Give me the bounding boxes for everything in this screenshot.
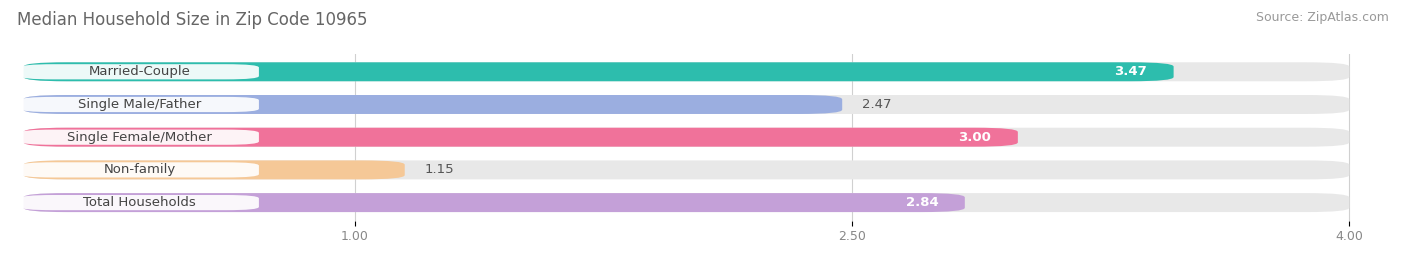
Text: Source: ZipAtlas.com: Source: ZipAtlas.com xyxy=(1256,11,1389,24)
Text: Single Male/Father: Single Male/Father xyxy=(77,98,201,111)
FancyBboxPatch shape xyxy=(20,64,259,79)
FancyBboxPatch shape xyxy=(24,193,965,212)
FancyBboxPatch shape xyxy=(24,160,405,179)
Text: Median Household Size in Zip Code 10965: Median Household Size in Zip Code 10965 xyxy=(17,11,367,29)
Text: Married-Couple: Married-Couple xyxy=(89,65,191,78)
FancyBboxPatch shape xyxy=(24,95,842,114)
Text: 3.00: 3.00 xyxy=(959,131,991,144)
FancyBboxPatch shape xyxy=(20,130,259,145)
FancyBboxPatch shape xyxy=(24,193,1350,212)
FancyBboxPatch shape xyxy=(24,160,1350,179)
FancyBboxPatch shape xyxy=(24,62,1350,81)
Text: Single Female/Mother: Single Female/Mother xyxy=(67,131,212,144)
FancyBboxPatch shape xyxy=(24,128,1350,147)
FancyBboxPatch shape xyxy=(20,97,259,112)
FancyBboxPatch shape xyxy=(24,128,1018,147)
Text: 1.15: 1.15 xyxy=(425,163,454,176)
FancyBboxPatch shape xyxy=(24,62,1174,81)
FancyBboxPatch shape xyxy=(20,162,259,178)
FancyBboxPatch shape xyxy=(24,95,1350,114)
FancyBboxPatch shape xyxy=(20,195,259,210)
Text: 3.47: 3.47 xyxy=(1115,65,1147,78)
Text: Total Households: Total Households xyxy=(83,196,195,209)
Text: 2.84: 2.84 xyxy=(905,196,938,209)
Text: Non-family: Non-family xyxy=(104,163,176,176)
Text: 2.47: 2.47 xyxy=(862,98,891,111)
